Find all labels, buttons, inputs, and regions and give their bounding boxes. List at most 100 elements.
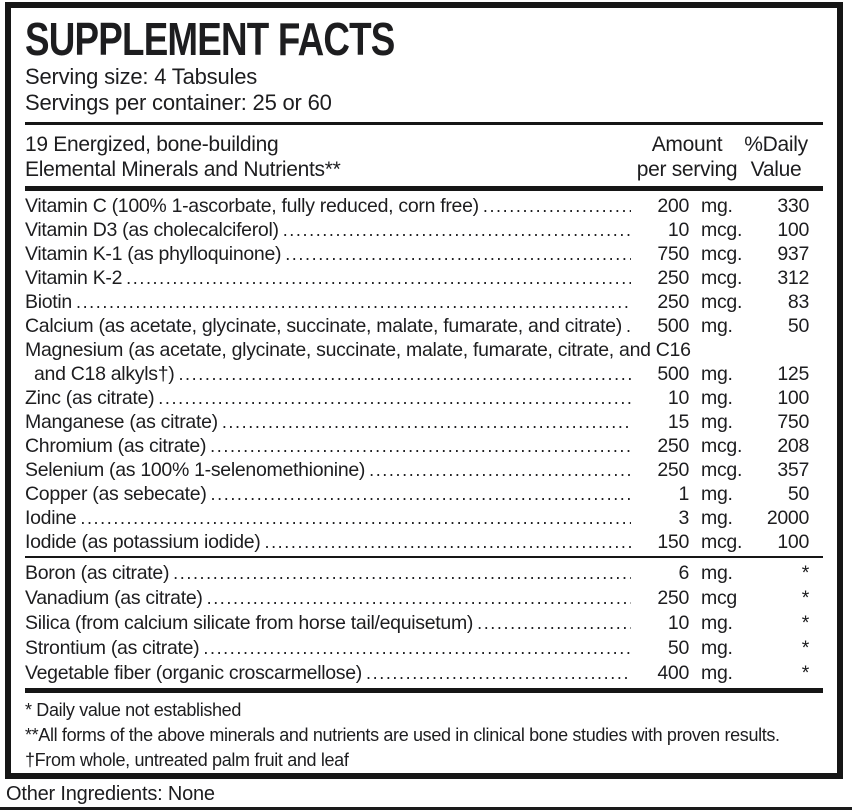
amount-value: 50	[667, 637, 689, 659]
amount-unit: mg.	[701, 411, 733, 433]
amount-unit: mcg.	[701, 291, 743, 313]
nutrients-table-secondary: Boron (as citrate)6mg.*Vanadium (as citr…	[25, 561, 823, 686]
nutrients-table-main: Vitamin C (100% 1-ascorbate, fully reduc…	[25, 194, 823, 554]
table-row: Vitamin K-2 250 mcg. 312	[25, 266, 823, 290]
amount-unit: mg.	[701, 483, 733, 505]
table-row: Copper (as sebecate) 1 mg. 50	[25, 482, 823, 506]
daily-value: *	[801, 662, 810, 684]
table-row: Iodine 3 mg. 2000	[25, 506, 823, 530]
table-row: Chromium (as citrate) 250 mcg. 208	[25, 434, 823, 458]
daily-value: 50	[787, 315, 809, 337]
amount-value: 10	[667, 612, 689, 634]
nutrient-name: Biotin	[25, 291, 72, 313]
daily-value: *	[801, 612, 810, 634]
table-row: Boron (as citrate) 6 mg. *	[25, 561, 823, 586]
column-header-daily-value-line2: Value	[750, 158, 802, 181]
nutrient-name: Vitamin K-1 (as phylloquinone)	[25, 243, 282, 265]
column-header-daily-value: %Daily Value	[743, 132, 809, 182]
amount-unit: mg.	[701, 507, 733, 529]
table-row: Vegetable fiber (organic croscarmellose)…	[25, 661, 823, 686]
amount-value: 500	[657, 363, 689, 385]
column-header-amount: Amount per serving	[631, 132, 743, 182]
nutrient-name: Magnesium (as acetate, glycinate, succin…	[25, 339, 691, 361]
nutrient-name: Calcium (as acetate, glycinate, succinat…	[25, 315, 622, 337]
daily-value: 312	[777, 267, 809, 289]
daily-value: 208	[777, 435, 809, 457]
amount-unit: mcg.	[701, 459, 743, 481]
column-headers: 19 Energized, bone-building Elemental Mi…	[25, 132, 823, 182]
table-row: Strontium (as citrate) 50 mg. *	[25, 636, 823, 661]
amount-unit: mg.	[701, 363, 733, 385]
amount-unit: mg.	[701, 637, 733, 659]
dot-leader	[473, 611, 631, 636]
dot-leader	[365, 458, 631, 482]
nutrient-name: Zinc (as citrate)	[25, 387, 155, 409]
table-row: Vitamin K-1 (as phylloquinone) 750 mcg. 937	[25, 242, 823, 266]
nutrient-name: Chromium (as citrate)	[25, 435, 207, 457]
dot-leader	[122, 266, 631, 290]
servings-per-container: Servings per container: 25 or 60	[25, 90, 332, 115]
nutrient-name: Manganese (as citrate)	[25, 411, 218, 433]
dot-leader	[260, 530, 631, 554]
dot-leader	[203, 586, 631, 611]
amount-unit: mcg.	[701, 267, 743, 289]
divider	[25, 122, 823, 125]
daily-value: 100	[777, 219, 809, 241]
table-row: Silica (from calcium silicate from horse…	[25, 611, 823, 636]
table-row: Calcium (as acetate, glycinate, succinat…	[25, 314, 823, 338]
column-header-daily-value-line1: %Daily	[744, 133, 808, 156]
amount-value: 3	[678, 507, 689, 529]
footnote-clinical-studies: **All forms of the above minerals and nu…	[25, 725, 780, 745]
daily-value: *	[801, 562, 810, 584]
daily-value: 50	[787, 483, 809, 505]
amount-value: 500	[657, 315, 689, 337]
dot-leader	[154, 386, 631, 410]
amount-value: 10	[667, 387, 689, 409]
nutrient-name: Vitamin K-2	[25, 267, 123, 289]
nutrient-name: and C18 alkyls†)	[34, 363, 175, 385]
dot-leader	[207, 482, 631, 506]
daily-value: *	[801, 637, 810, 659]
dot-leader	[479, 194, 631, 218]
serving-size: Serving size: 4 Tabsules	[25, 64, 258, 89]
amount-unit: mg.	[701, 315, 733, 337]
amount-unit: mcg	[701, 587, 737, 609]
amount-unit: mg.	[701, 662, 733, 684]
amount-value: 15	[667, 411, 689, 433]
dot-leader	[169, 561, 631, 586]
daily-value: 937	[777, 243, 809, 265]
column-header-amount-line2: per serving	[636, 158, 738, 181]
amount-unit: mg.	[701, 387, 733, 409]
page-title: SUPPLEMENT FACTS	[25, 13, 395, 65]
amount-value: 250	[657, 291, 689, 313]
dot-leader	[281, 242, 631, 266]
amount-value: 250	[657, 267, 689, 289]
amount-value: 250	[657, 459, 689, 481]
column-header-nutrients: 19 Energized, bone-building Elemental Mi…	[25, 132, 631, 182]
amount-unit: mcg.	[701, 531, 743, 553]
nutrient-name: Silica (from calcium silicate from horse…	[25, 612, 474, 634]
other-ingredients: Other Ingredients: None	[6, 783, 215, 805]
nutrient-name: Vitamin D3 (as cholecalciferol)	[25, 219, 279, 241]
amount-unit: mg.	[701, 195, 733, 217]
daily-value: *	[801, 587, 810, 609]
dot-leader	[76, 506, 631, 530]
divider	[25, 186, 823, 191]
nutrient-name: Selenium (as 100% 1-selenomethionine)	[25, 459, 366, 481]
bottom-rule	[0, 807, 852, 810]
amount-value: 250	[657, 435, 689, 457]
amount-value: 200	[657, 195, 689, 217]
table-row: Vitamin C (100% 1-ascorbate, fully reduc…	[25, 194, 823, 218]
table-row: Vitamin D3 (as cholecalciferol) 10 mcg. 100	[25, 218, 823, 242]
nutrient-name: Vegetable fiber (organic croscarmellose)	[25, 662, 363, 684]
table-row: Vanadium (as citrate) 250 mcg *	[25, 586, 823, 611]
daily-value: 100	[777, 387, 809, 409]
dot-leader	[174, 362, 631, 386]
amount-value: 10	[667, 219, 689, 241]
dot-leader	[362, 661, 631, 686]
supplement-facts-panel: SUPPLEMENT FACTS Serving size: 4 Tabsule…	[5, 2, 843, 779]
table-row: Magnesium (as acetate, glycinate, succin…	[25, 338, 823, 362]
daily-value: 357	[777, 459, 809, 481]
dot-leader	[218, 410, 631, 434]
nutrient-name: Strontium (as citrate)	[25, 637, 200, 659]
